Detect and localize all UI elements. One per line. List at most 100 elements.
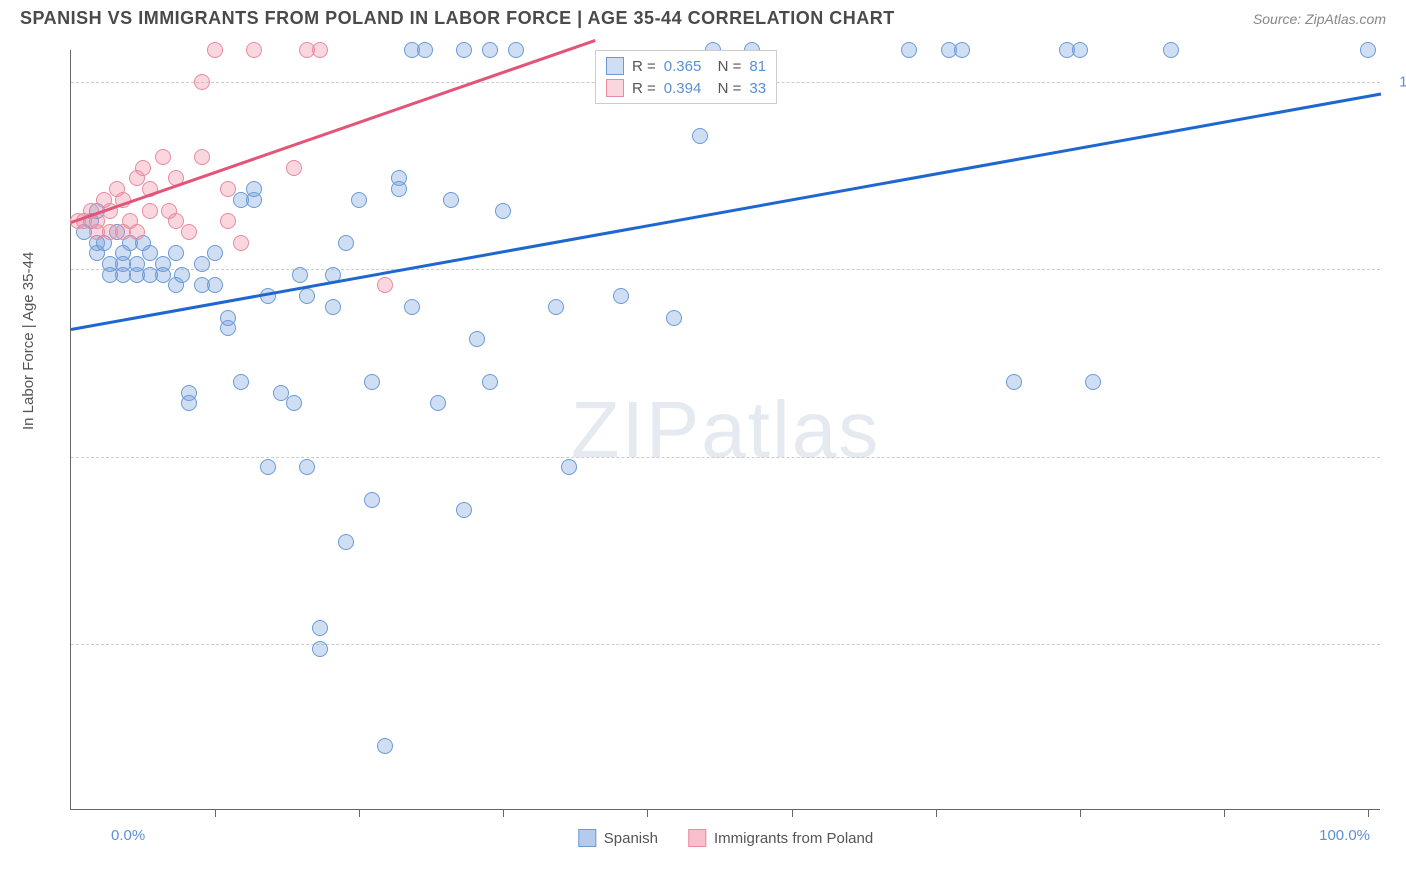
data-point xyxy=(1360,42,1376,58)
data-point xyxy=(207,42,223,58)
data-point xyxy=(561,459,577,475)
data-point xyxy=(299,459,315,475)
data-point xyxy=(246,42,262,58)
stats-legend-row: R = 0.365 N = 81 xyxy=(606,55,766,77)
y-tick-label: 100.0% xyxy=(1390,74,1406,91)
data-point xyxy=(220,213,236,229)
stat-r-value: 0.365 xyxy=(664,58,702,75)
data-point xyxy=(299,288,315,304)
data-point xyxy=(233,374,249,390)
data-point xyxy=(1072,42,1088,58)
data-point xyxy=(391,181,407,197)
data-point xyxy=(220,181,236,197)
x-tick xyxy=(936,809,937,817)
scatter-chart-area: ZIPatlas 0.0% 100.0% 100.0%82.5%65.0%47.… xyxy=(70,50,1380,810)
stat-n-label: N = xyxy=(709,80,741,97)
y-tick-label: 47.5% xyxy=(1390,636,1406,653)
chart-title: SPANISH VS IMMIGRANTS FROM POLAND IN LAB… xyxy=(20,8,895,29)
y-tick-label: 82.5% xyxy=(1390,261,1406,278)
data-point xyxy=(482,374,498,390)
data-point xyxy=(325,299,341,315)
data-point xyxy=(1163,42,1179,58)
data-point xyxy=(194,74,210,90)
data-point xyxy=(207,245,223,261)
stat-r-value: 0.394 xyxy=(664,80,702,97)
data-point xyxy=(482,42,498,58)
data-point xyxy=(312,641,328,657)
data-point xyxy=(613,288,629,304)
data-point xyxy=(338,235,354,251)
data-point xyxy=(338,534,354,550)
data-point xyxy=(292,267,308,283)
watermark-text: ZIPatlas xyxy=(571,384,880,476)
legend-swatch xyxy=(606,79,624,97)
data-point xyxy=(233,235,249,251)
data-point xyxy=(181,395,197,411)
data-point xyxy=(260,459,276,475)
stat-r-label: R = xyxy=(632,58,656,75)
data-point xyxy=(666,310,682,326)
data-point xyxy=(430,395,446,411)
data-point xyxy=(351,192,367,208)
x-tick xyxy=(1080,809,1081,817)
data-point xyxy=(129,224,145,240)
series-legend-label: Immigrants from Poland xyxy=(714,830,873,847)
data-point xyxy=(495,203,511,219)
data-point xyxy=(954,42,970,58)
x-axis-max-label: 100.0% xyxy=(1319,827,1370,844)
legend-swatch xyxy=(688,829,706,847)
data-point xyxy=(155,149,171,165)
data-point xyxy=(181,224,197,240)
legend-swatch xyxy=(606,57,624,75)
x-tick xyxy=(1224,809,1225,817)
stat-r-label: R = xyxy=(632,80,656,97)
x-axis-min-label: 0.0% xyxy=(111,827,145,844)
data-point xyxy=(174,267,190,283)
data-point xyxy=(312,42,328,58)
x-tick xyxy=(503,809,504,817)
data-point xyxy=(901,42,917,58)
series-legend-label: Spanish xyxy=(604,830,658,847)
data-point xyxy=(1006,374,1022,390)
y-axis-title: In Labor Force | Age 35-44 xyxy=(20,252,37,430)
gridline xyxy=(71,457,1380,458)
trend-line xyxy=(71,93,1382,331)
data-point xyxy=(194,149,210,165)
data-point xyxy=(1085,374,1101,390)
gridline xyxy=(71,269,1380,270)
chart-header: SPANISH VS IMMIGRANTS FROM POLAND IN LAB… xyxy=(0,0,1406,33)
data-point xyxy=(220,310,236,326)
data-point xyxy=(312,620,328,636)
data-point xyxy=(207,277,223,293)
source-attribution: Source: ZipAtlas.com xyxy=(1253,11,1386,27)
data-point xyxy=(377,738,393,754)
stat-n-value: 33 xyxy=(749,80,766,97)
stat-n-label: N = xyxy=(709,58,741,75)
data-point xyxy=(142,203,158,219)
stats-legend-row: R = 0.394 N = 33 xyxy=(606,77,766,99)
data-point xyxy=(548,299,564,315)
series-legend: Spanish Immigrants from Poland xyxy=(578,829,873,847)
data-point xyxy=(469,331,485,347)
data-point xyxy=(194,256,210,272)
data-point xyxy=(456,42,472,58)
x-tick xyxy=(359,809,360,817)
series-legend-item: Spanish xyxy=(578,829,658,847)
data-point xyxy=(377,277,393,293)
gridline xyxy=(71,644,1380,645)
data-point xyxy=(417,42,433,58)
data-point xyxy=(364,492,380,508)
legend-swatch xyxy=(578,829,596,847)
series-legend-item: Immigrants from Poland xyxy=(688,829,873,847)
data-point xyxy=(246,181,262,197)
data-point xyxy=(508,42,524,58)
data-point xyxy=(286,395,302,411)
x-tick xyxy=(647,809,648,817)
x-tick xyxy=(1368,809,1369,817)
data-point xyxy=(135,160,151,176)
stat-n-value: 81 xyxy=(749,58,766,75)
data-point xyxy=(692,128,708,144)
stats-legend: R = 0.365 N = 81R = 0.394 N = 33 xyxy=(595,50,777,104)
data-point xyxy=(443,192,459,208)
x-tick xyxy=(792,809,793,817)
